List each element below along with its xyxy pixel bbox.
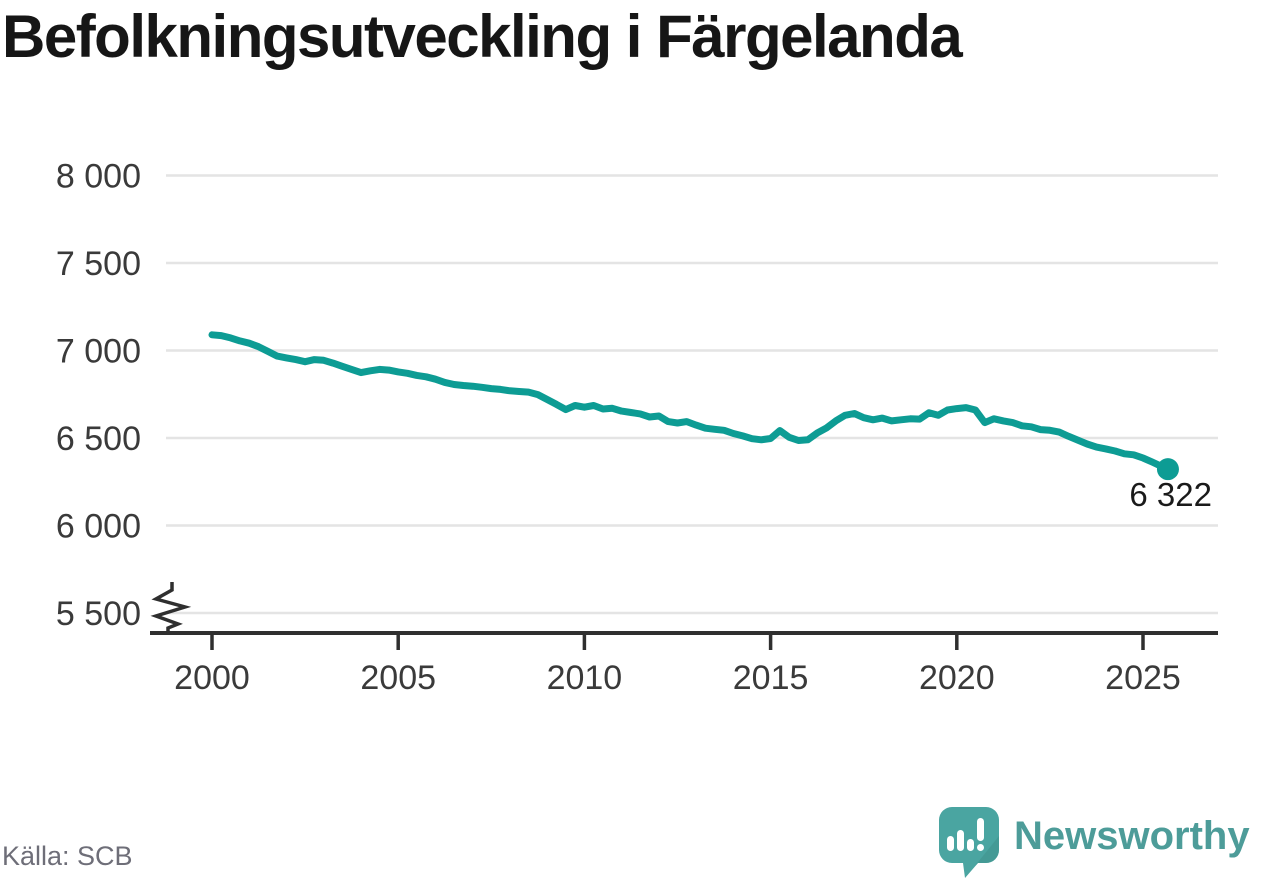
x-tick-label: 2015 bbox=[733, 659, 809, 697]
logo-barchart-glyph bbox=[947, 818, 984, 851]
source-label: Källa: SCB bbox=[2, 841, 133, 871]
x-tick-label: 2025 bbox=[1105, 659, 1181, 697]
axes: 5 500 6 000 6 500 7 000 7 500 8 000 2000 2005 20… bbox=[56, 158, 1218, 697]
logo-exclamation-dot bbox=[977, 844, 984, 851]
logo-exclamation-bar bbox=[977, 818, 984, 841]
newsworthy-brand: Newsworthy bbox=[936, 806, 1250, 878]
y-tick-label: 7 000 bbox=[56, 333, 141, 371]
newsworthy-logo-icon bbox=[939, 807, 999, 878]
x-tick-label: 2020 bbox=[919, 659, 995, 697]
y-tick-label: 6 500 bbox=[56, 420, 141, 458]
y-tick-label: 8 000 bbox=[56, 158, 141, 196]
x-tick-label: 2010 bbox=[547, 659, 623, 697]
y-tick-label: 5 500 bbox=[56, 595, 141, 633]
population-line bbox=[208, 331, 1172, 473]
page-title: Befolkningsutveckling i Färgelanda bbox=[2, 3, 963, 70]
latest-value-label: 6 322 bbox=[1129, 476, 1212, 513]
gridlines bbox=[166, 174, 1218, 615]
x-tick-label: 2000 bbox=[174, 659, 250, 697]
x-tick-label: 2005 bbox=[360, 659, 436, 697]
data-series bbox=[208, 331, 1179, 481]
y-tick-label: 7 500 bbox=[56, 245, 141, 283]
y-axis-break-icon bbox=[150, 582, 192, 633]
y-tick-label: 6 000 bbox=[56, 508, 141, 546]
newsworthy-wordmark: Newsworthy bbox=[1014, 814, 1250, 858]
latest-value-dot bbox=[1156, 458, 1179, 481]
data-labels: 6 322 bbox=[1129, 476, 1212, 513]
